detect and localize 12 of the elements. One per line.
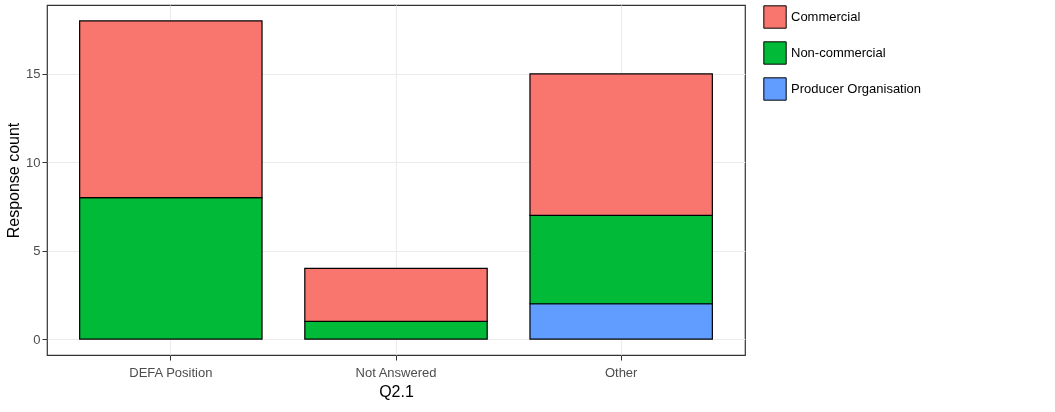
y-tick-label: 0 <box>33 331 41 347</box>
x-axis-title: Q2.1 <box>379 382 414 400</box>
x-tick-label: Not Answered <box>355 364 437 380</box>
y-axis-title: Response count <box>5 122 23 239</box>
legend-label: Commercial <box>791 9 861 24</box>
y-tick-label: 5 <box>33 243 41 259</box>
legend-label: Producer Organisation <box>791 81 922 96</box>
y-tick-label: 10 <box>26 154 41 170</box>
x-tick-label: DEFA Position <box>129 364 213 380</box>
legend-label: Non-commercial <box>791 45 886 60</box>
y-tick-label: 15 <box>26 66 41 82</box>
x-tick-label: Other <box>604 364 639 380</box>
